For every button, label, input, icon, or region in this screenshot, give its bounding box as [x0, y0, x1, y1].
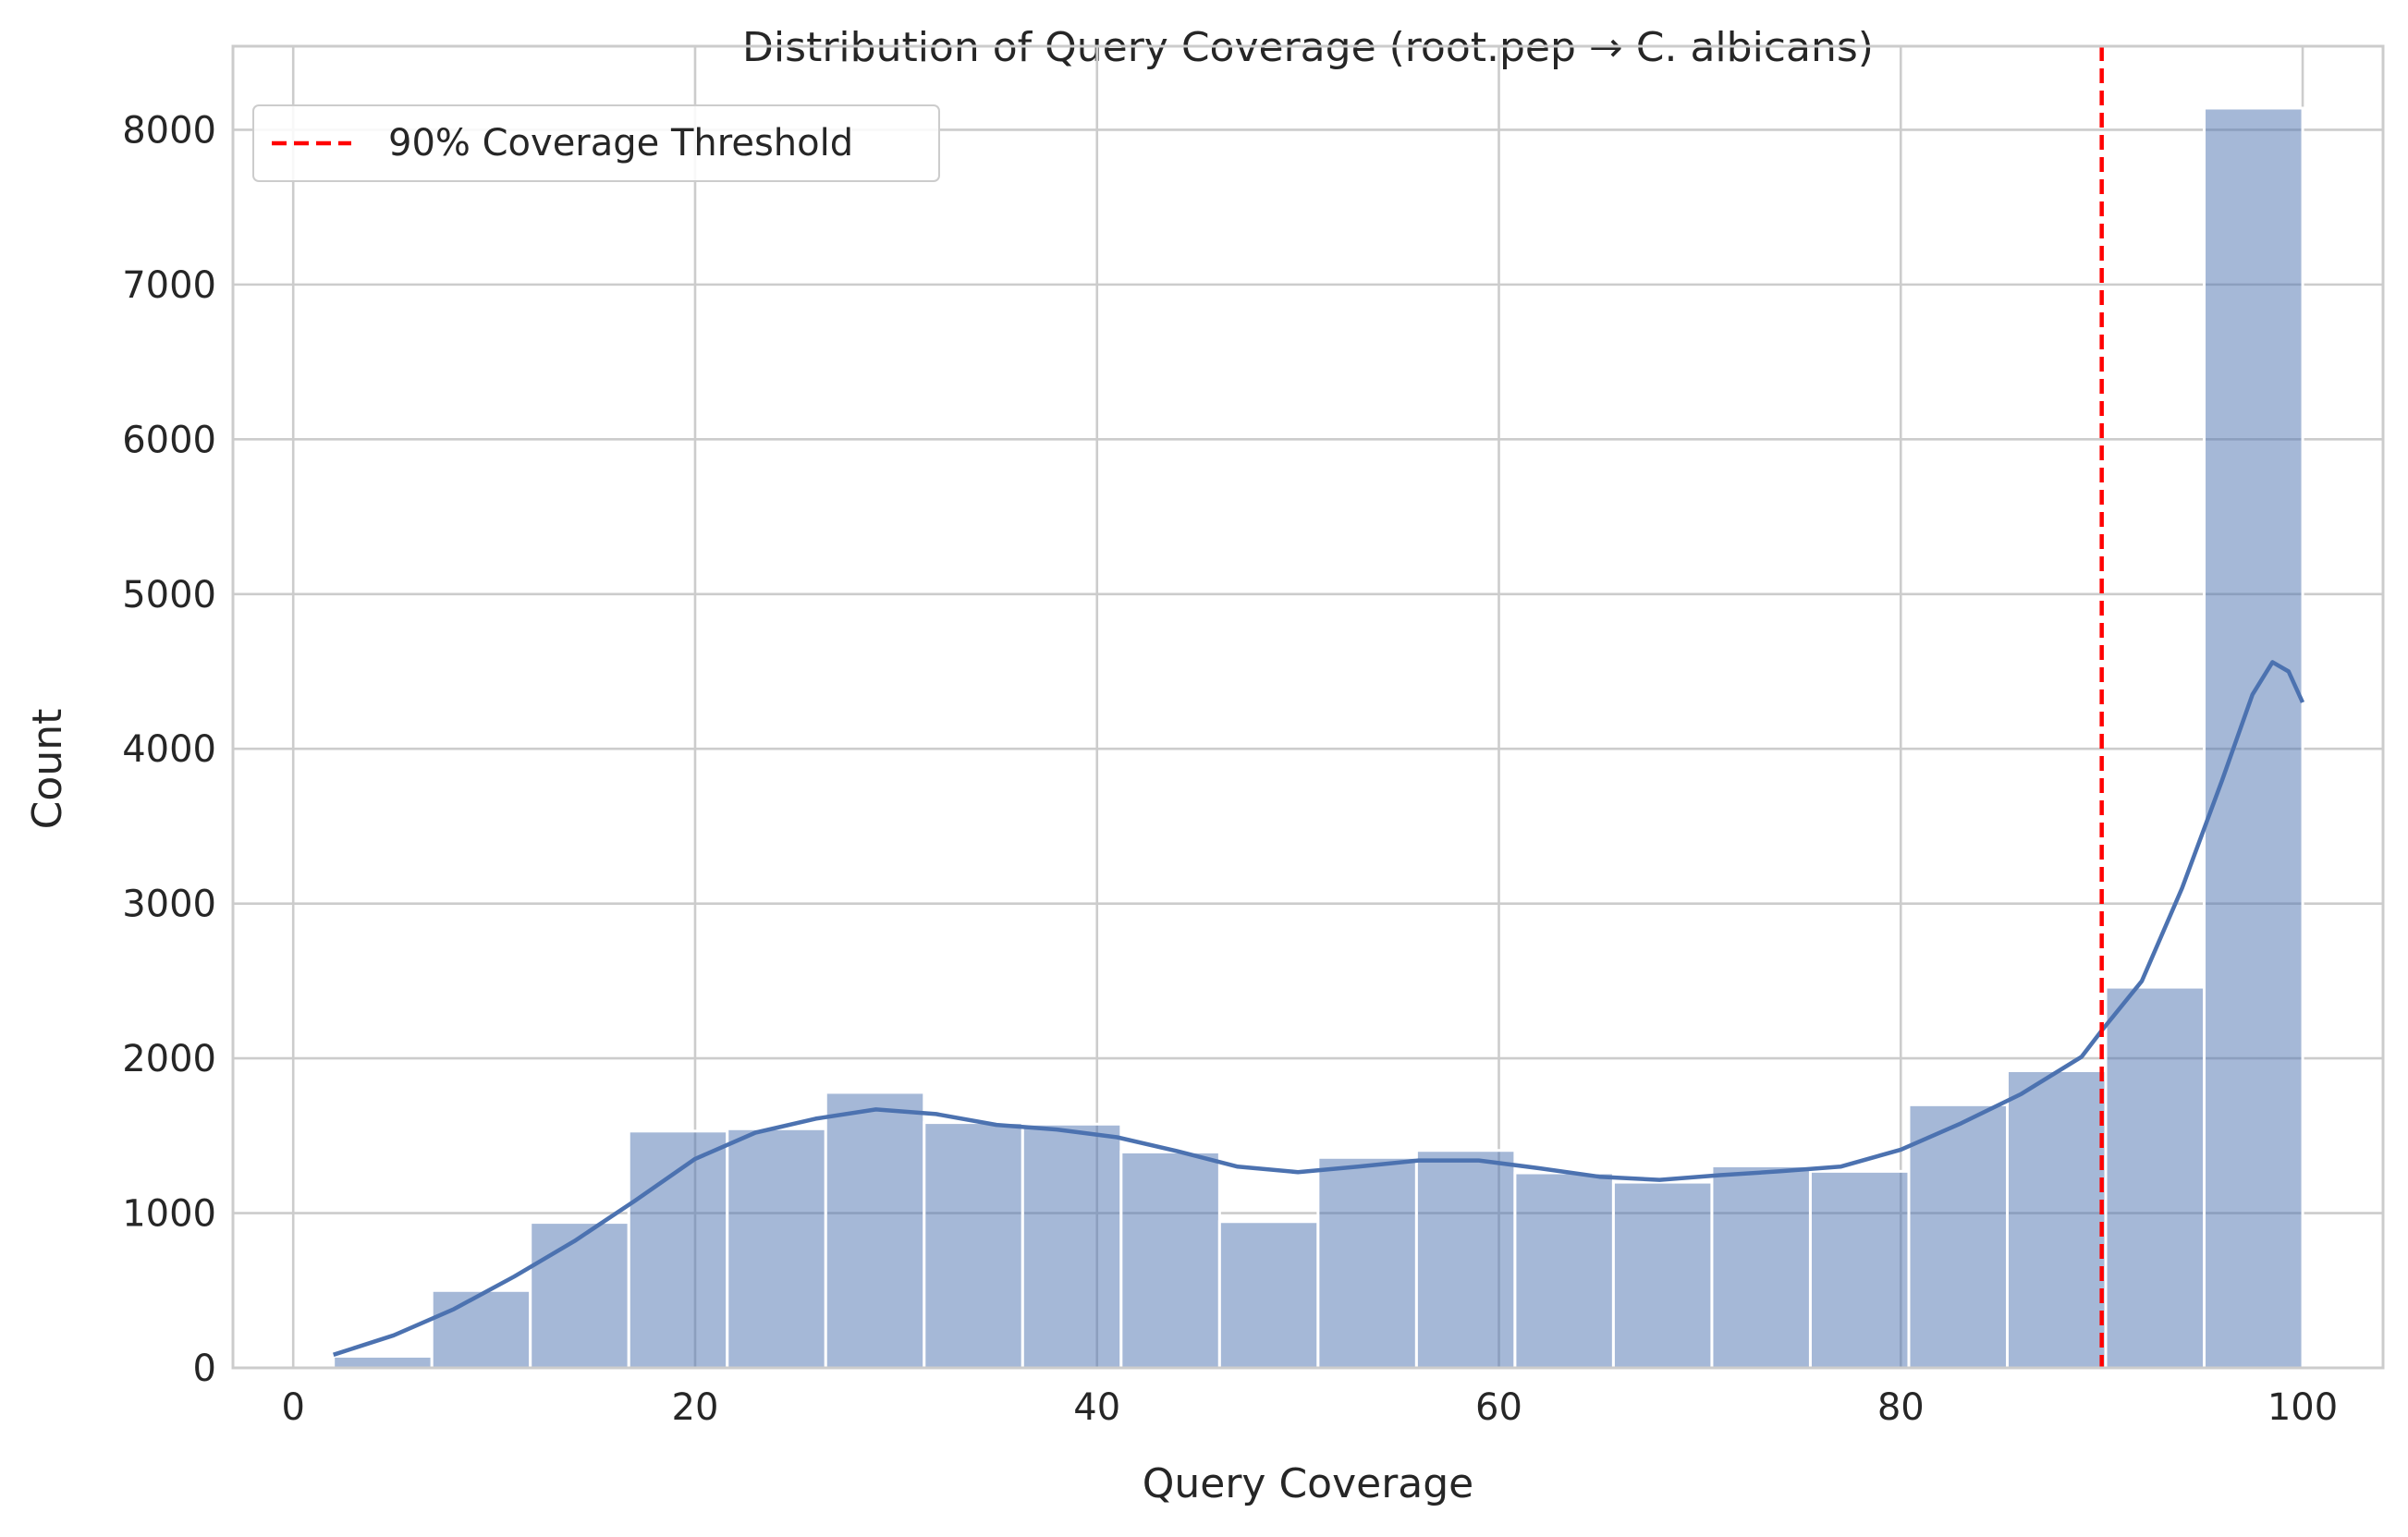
- histogram-bar: [1021, 1122, 1123, 1370]
- x-tick-label: 20: [672, 1386, 719, 1429]
- histogram-bar: [2203, 106, 2304, 1370]
- histogram-bar: [1119, 1150, 1221, 1370]
- histogram-bar: [1907, 1103, 2009, 1370]
- y-tick-label: 6000: [122, 419, 216, 461]
- y-tick-label: 7000: [122, 264, 216, 307]
- x-tick-label: 80: [1877, 1386, 1925, 1429]
- x-tick-label: 60: [1475, 1386, 1522, 1429]
- x-tick-label: 100: [2267, 1386, 2338, 1429]
- axes-frame: [231, 44, 2385, 1370]
- legend-label: 90% Coverage Threshold: [388, 122, 853, 165]
- histogram-bar: [1513, 1171, 1615, 1370]
- histogram-bar: [332, 1354, 434, 1370]
- histogram-bar: [1217, 1220, 1320, 1370]
- histogram-bar: [529, 1221, 630, 1370]
- histogram-bar: [923, 1121, 1024, 1370]
- plot-area: 0 20 40 60 80 1000100020003000400050006000700…: [122, 44, 2385, 1429]
- y-tick-label: 3000: [122, 884, 216, 926]
- x-axis-label: Query Coverage: [1143, 1460, 1474, 1507]
- histogram-bar: [726, 1127, 827, 1370]
- histogram-bar: [2005, 1069, 2108, 1370]
- histogram-bar: [1316, 1155, 1418, 1370]
- y-tick-label: 4000: [122, 728, 216, 771]
- y-tick-label: 5000: [122, 574, 216, 616]
- y-tick-label: 0: [193, 1348, 216, 1390]
- histogram-bar: [1414, 1149, 1517, 1370]
- histogram-bar: [430, 1288, 532, 1370]
- histogram-bar: [2104, 985, 2206, 1370]
- legend: 90% Coverage Threshold: [252, 104, 940, 182]
- histogram-bar: [824, 1091, 926, 1370]
- y-axis-label: Count: [24, 709, 71, 830]
- x-tick-label: 0: [281, 1386, 304, 1429]
- histogram-bar: [627, 1129, 729, 1370]
- histogram-bar: [1710, 1164, 1812, 1370]
- legend-frame: [252, 104, 940, 182]
- histogram-bar: [1808, 1169, 1911, 1370]
- y-tick-label: 2000: [122, 1038, 216, 1080]
- histogram-bar: [1611, 1180, 1714, 1370]
- kde-curve: [333, 660, 2305, 1357]
- x-tick-label: 40: [1073, 1386, 1120, 1429]
- y-tick-label: 8000: [122, 109, 216, 152]
- y-tick-label: 1000: [122, 1193, 216, 1236]
